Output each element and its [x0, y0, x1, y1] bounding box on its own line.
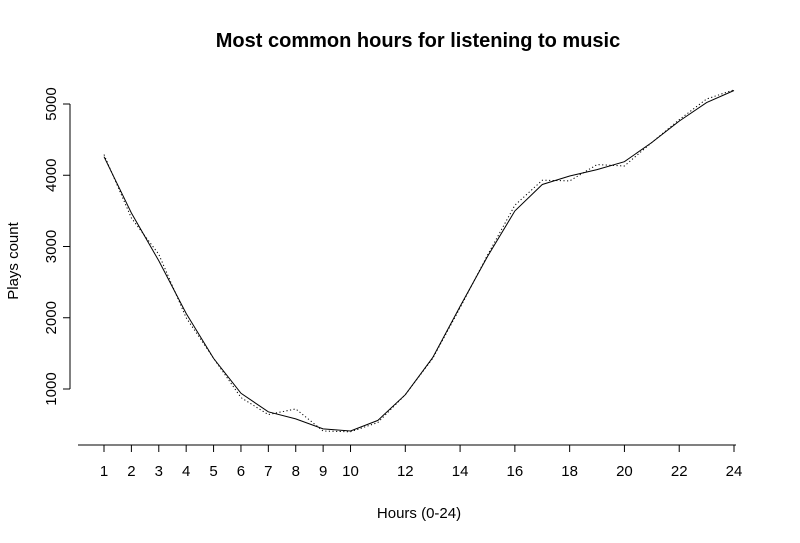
y-axis-label: Plays count	[5, 221, 22, 299]
x-tick-label: 5	[209, 463, 217, 480]
chart-title: Most common hours for listening to music	[216, 30, 620, 52]
x-axis-ticks: 1 2 3 4 5 6 7 8 9 10 12 14 16 18 20 22 24	[100, 445, 743, 480]
y-tick-label: 4000	[43, 159, 60, 192]
x-tick-label: 16	[507, 463, 524, 480]
x-tick-label: 8	[292, 463, 300, 480]
y-tick-label: 5000	[43, 87, 60, 120]
x-tick-label: 6	[237, 463, 245, 480]
x-tick-label: 22	[671, 463, 688, 480]
y-tick-label: 1000	[43, 372, 60, 405]
y-tick-label: 3000	[43, 230, 60, 263]
y-tick-label: 2000	[43, 301, 60, 334]
x-axis-label: Hours (0-24)	[377, 505, 461, 522]
x-tick-label: 2	[127, 463, 135, 480]
x-tick-label: 7	[264, 463, 272, 480]
x-tick-label: 14	[452, 463, 469, 480]
y-axis-ticks: 1000 2000 3000 4000 5000	[43, 87, 70, 406]
series-line-solid	[103, 90, 735, 432]
series-group	[103, 89, 735, 433]
x-tick-label: 24	[726, 463, 743, 480]
series-line-dotted	[103, 89, 735, 433]
x-tick-label: 9	[319, 463, 327, 480]
x-tick-label: 1	[100, 463, 108, 480]
x-tick-label: 12	[397, 463, 414, 480]
x-tick-label: 18	[561, 463, 578, 480]
x-tick-label: 4	[182, 463, 190, 480]
x-tick-label: 20	[616, 463, 633, 480]
x-tick-label: 10	[342, 463, 359, 480]
x-tick-label: 3	[155, 463, 163, 480]
